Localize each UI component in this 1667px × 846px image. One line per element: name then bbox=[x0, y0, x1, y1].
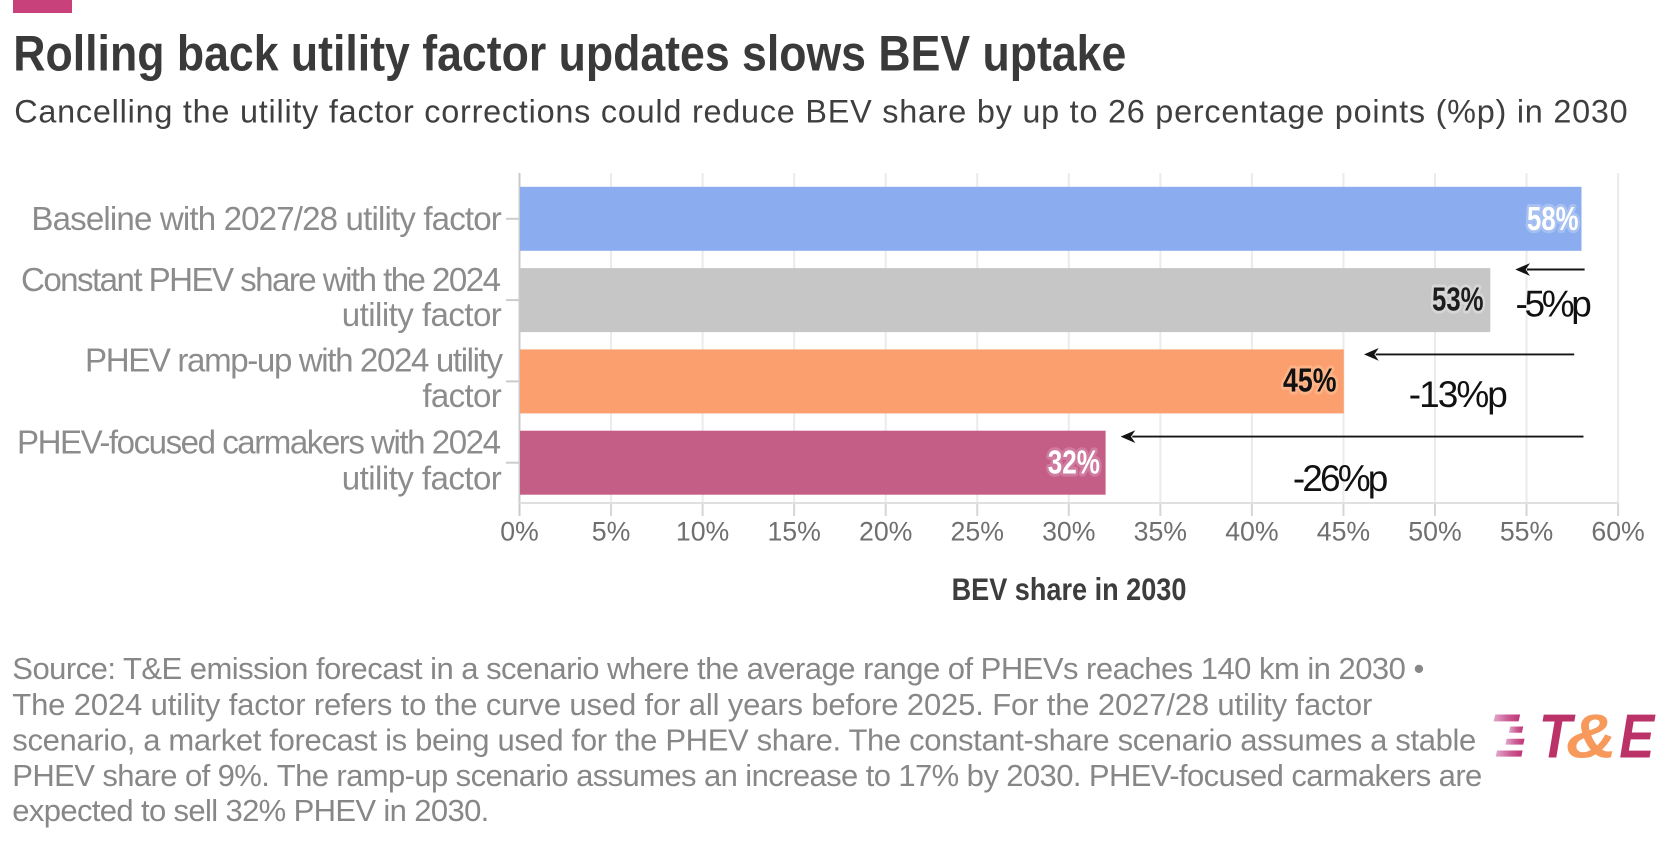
svg-text:utility factor: utility factor bbox=[342, 297, 502, 334]
svg-text:&: & bbox=[1566, 702, 1617, 771]
svg-text:25%: 25% bbox=[951, 516, 1004, 546]
svg-text:BEV share in 2030: BEV share in 2030 bbox=[952, 571, 1187, 607]
svg-text:40%: 40% bbox=[1225, 516, 1278, 546]
svg-text:-13%p: -13%p bbox=[1409, 374, 1508, 415]
svg-text:0%: 0% bbox=[500, 516, 539, 546]
svg-text:utility factor: utility factor bbox=[342, 461, 502, 498]
svg-text:Rolling back utility factor up: Rolling back utility factor updates slow… bbox=[13, 26, 1126, 82]
svg-text:45%: 45% bbox=[1317, 516, 1370, 546]
svg-text:30%: 30% bbox=[1042, 516, 1095, 546]
svg-text:Cancelling the utility factor: Cancelling the utility factor correction… bbox=[14, 94, 1628, 130]
svg-text:10%: 10% bbox=[676, 516, 729, 546]
svg-text:50%: 50% bbox=[1408, 516, 1461, 546]
svg-text:T: T bbox=[1539, 702, 1577, 771]
svg-text:58%: 58% bbox=[1527, 201, 1578, 238]
svg-text:5%: 5% bbox=[592, 516, 631, 546]
svg-text:60%: 60% bbox=[1591, 516, 1644, 546]
svg-text:E: E bbox=[1619, 702, 1656, 771]
svg-text:Constant PHEV share with the 2: Constant PHEV share with the 2024 bbox=[21, 262, 501, 299]
svg-text:55%: 55% bbox=[1500, 516, 1553, 546]
svg-text:45%: 45% bbox=[1283, 363, 1336, 399]
svg-text:Source: T&E emission forecast: Source: T&E emission forecast in a scena… bbox=[12, 651, 1424, 686]
svg-text:35%: 35% bbox=[1134, 516, 1187, 546]
svg-text:-5%p: -5%p bbox=[1516, 284, 1592, 325]
svg-text:PHEV share of 9%. The ramp-up: PHEV share of 9%. The ramp-up scenario a… bbox=[12, 758, 1482, 793]
svg-text:-26%p: -26%p bbox=[1293, 458, 1389, 499]
svg-text:expected to sell 32% PHEV in 2: expected to sell 32% PHEV in 2030. bbox=[12, 793, 489, 828]
svg-text:32%: 32% bbox=[1048, 445, 1100, 482]
svg-text:Baseline with 2027/28 utility: Baseline with 2027/28 utility factor bbox=[31, 201, 501, 238]
svg-text:20%: 20% bbox=[859, 516, 912, 546]
svg-text:53%: 53% bbox=[1432, 281, 1483, 318]
svg-text:The 2024 utility factor refers: The 2024 utility factor refers to the cu… bbox=[12, 687, 1372, 722]
svg-text:scenario, a market forecast is: scenario, a market forecast is being use… bbox=[12, 723, 1476, 758]
svg-text:factor: factor bbox=[422, 378, 501, 415]
svg-text:15%: 15% bbox=[767, 516, 820, 546]
svg-text:PHEV-focused carmakers with 20: PHEV-focused carmakers with 2024 bbox=[17, 425, 501, 462]
svg-text:PHEV ramp-up with 2024 utility: PHEV ramp-up with 2024 utility bbox=[85, 343, 503, 380]
